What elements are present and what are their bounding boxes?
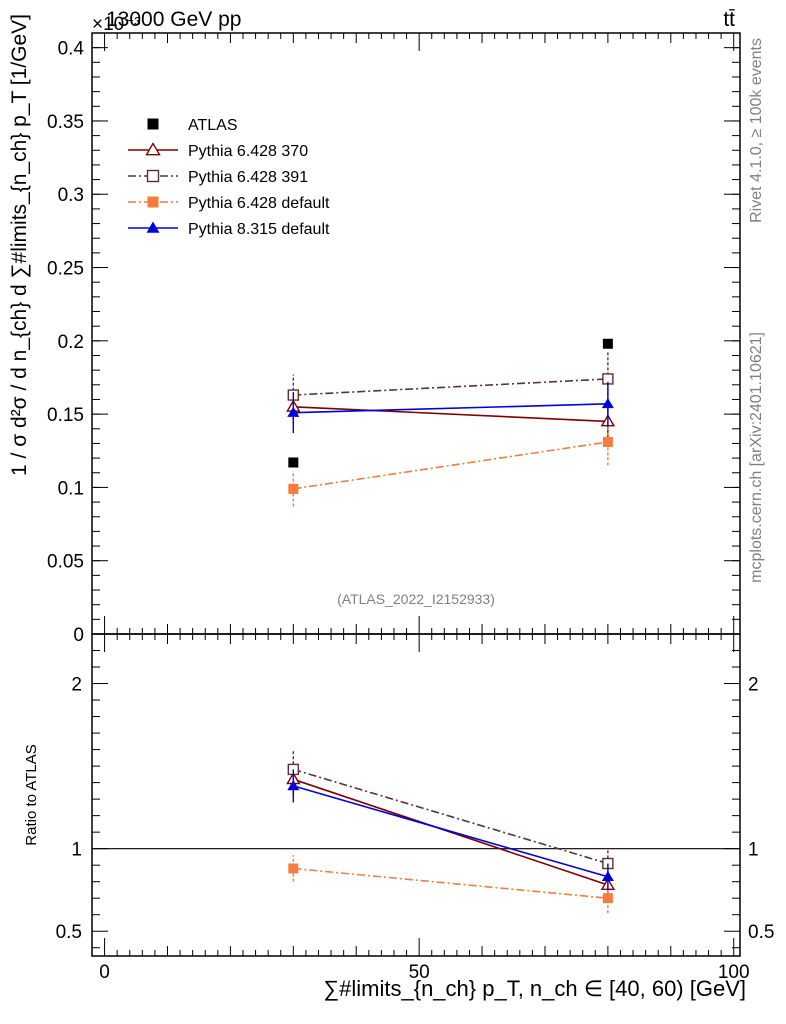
ratio-line-pythia-6-428-391 [293, 768, 609, 865]
ratio-point-pythia-6-428-default [602, 893, 613, 904]
ratio-y-tick-label: 2 [71, 675, 82, 696]
main-axis-ticks: 0 0.05 0.1 0.15 0.2 0.25 0.3 0.35 0.4 [47, 32, 740, 646]
ratio-y-axis-title: Ratio to ATLAS [23, 744, 40, 845]
ratio-y-tick-label-right: 1 [748, 840, 759, 861]
main-y-axis-title: 1 / σ d²σ / d n_{ch} d ∑#limits_{n_ch} p… [8, 14, 31, 476]
analysis-id-label: (ATLAS_2022_I2152933) [337, 591, 495, 607]
ratio-line-pythia-8-315-default [293, 785, 609, 878]
main-y-tick-label: 0.35 [47, 112, 84, 133]
main-point-atlas [602, 338, 613, 349]
main-y-tick-label: 0.25 [47, 259, 84, 280]
ratio-series-group [286, 749, 616, 914]
main-point-pythia-8-315-default [601, 397, 614, 409]
main-line-pythia-6-428-default [293, 441, 609, 490]
y-exponent-label: ×10⁻³ [92, 14, 141, 35]
main-y-tick-label: 0.15 [47, 405, 84, 426]
x-axis-ticks: 0 50 100 [99, 33, 750, 983]
ratio-point-pythia-6-428-default [288, 863, 299, 874]
ratio-y-tick-label: 0.5 [56, 922, 82, 943]
ratio-frame [91, 633, 741, 957]
main-y-tick-label: 0.1 [58, 478, 84, 499]
x-tick-label: 100 [718, 962, 750, 983]
process-label: tt̄ [723, 8, 735, 31]
x-axis-title: ∑#limits_{n_ch} p_T, n_ch ∈ [40, 60) [Ge… [323, 976, 746, 1001]
main-line-pythia-6-428-370 [293, 405, 608, 423]
main-point-pythia-6-428-default [288, 483, 299, 494]
mcplots-label: mcplots.cern.ch [arXiv:2401.10621] [748, 332, 765, 583]
rivet-label: Rivet 4.1.0, ≥ 100k events [748, 38, 765, 223]
main-y-tick-label: 0.3 [58, 185, 84, 206]
legend-marker-pythia-8-315-default [146, 221, 160, 233]
main-y-tick-label: 0 [73, 625, 84, 646]
legend-label-pythia-6-428-391: Pythia 6.428 391 [188, 169, 308, 186]
legend-label-pythia-8-315-default: Pythia 8.315 default [188, 221, 330, 238]
main-series-group [286, 338, 616, 507]
ratio-point-pythia-8-315-default [601, 870, 614, 882]
ratio-axis-ticks: 0.5 0.5 1 1 2 2 [56, 650, 774, 949]
main-y-tick-label: 0.4 [58, 39, 85, 60]
ratio-line-pythia-6-428-default [293, 867, 608, 900]
main-point-pythia-8-315-default [287, 406, 300, 417]
main-line-pythia-8-315-default [293, 403, 608, 414]
main-line-pythia-6-428-391 [293, 378, 608, 396]
legend-marker-atlas [147, 118, 159, 130]
ratio-point-pythia-8-315-default [287, 780, 300, 791]
main-point-atlas [288, 457, 299, 468]
x-tick-label: 50 [409, 962, 430, 983]
collision-label: 13000 GeV pp [106, 8, 241, 31]
legend-label-pythia-6-428-default: Pythia 6.428 default [188, 195, 330, 212]
x-tick-label: 0 [99, 962, 110, 983]
main-y-tick-label: 0.05 [47, 552, 84, 573]
ratio-y-tick-label-right: 0.5 [748, 922, 774, 943]
legend-marker-pythia-6-428-370 [145, 142, 161, 156]
ratio-y-tick-label: 1 [71, 840, 82, 861]
ratio-y-tick-label-right: 2 [748, 675, 759, 696]
legend-label-atlas: ATLAS [188, 117, 238, 134]
legend-marker-pythia-6-428-391 [146, 169, 160, 183]
legend-label-pythia-6-428-370: Pythia 6.428 370 [188, 143, 308, 160]
main-point-pythia-6-428-default [602, 436, 613, 447]
legend-marker-pythia-6-428-default [147, 196, 159, 208]
legend: ATLAS Pythia 6.428 370 Pythia 6.428 391 Pyt… [128, 117, 330, 238]
main-y-tick-label: 0.2 [58, 332, 84, 353]
